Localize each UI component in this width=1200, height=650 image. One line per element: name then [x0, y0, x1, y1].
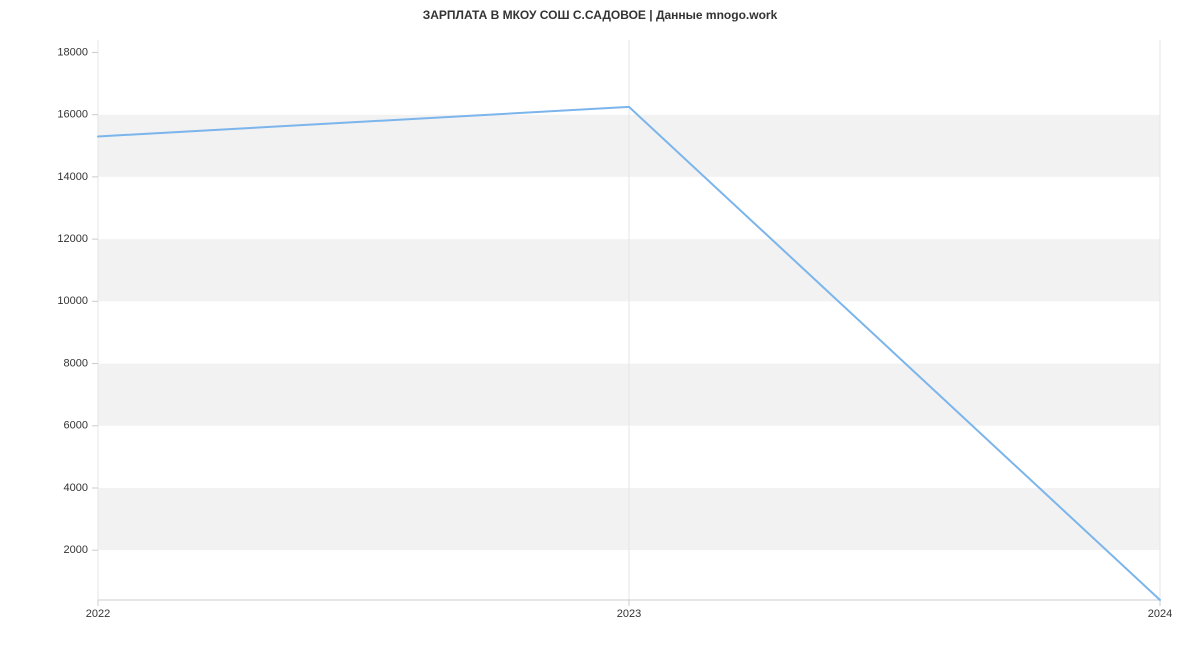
- y-tick-label: 2000: [64, 544, 88, 556]
- y-tick-label: 18000: [57, 46, 88, 58]
- x-tick-label: 2023: [617, 608, 641, 620]
- y-tick-label: 8000: [64, 357, 88, 369]
- y-tick-label: 16000: [57, 109, 88, 121]
- y-tick-label: 6000: [64, 420, 88, 432]
- y-tick-label: 12000: [57, 233, 88, 245]
- chart-container: ЗАРПЛАТА В МКОУ СОШ С.САДОВОЕ | Данные m…: [0, 0, 1200, 650]
- y-tick-label: 10000: [57, 295, 88, 307]
- x-tick-label: 2022: [86, 608, 110, 620]
- y-tick-label: 4000: [64, 482, 88, 494]
- y-tick-label: 14000: [57, 171, 88, 183]
- x-tick-label: 2024: [1148, 608, 1172, 620]
- chart-svg: 2000 4000 6000 8000 10000 12000 14000 16000 1800…: [0, 0, 1200, 650]
